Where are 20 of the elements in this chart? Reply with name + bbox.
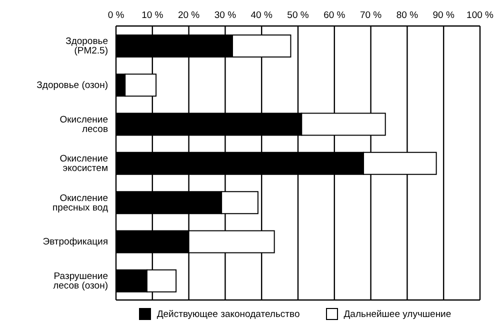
x-tick-label: 0 %: [108, 10, 125, 21]
y-tick-label: Эвтрофикация: [42, 236, 108, 248]
x-tick-label: 50 %: [287, 10, 310, 21]
x-tick-label: 90 %: [432, 10, 455, 21]
y-tick-label: Разрушение лесов (озон): [53, 271, 108, 292]
y-tick-label: Окисление пресных вод: [52, 192, 108, 214]
y-tick-label: Окисление экосистем: [60, 154, 108, 174]
y-tick-label: Здоровье (PM2.5): [66, 36, 108, 57]
legend-label: Дальнейшее улучшение: [344, 308, 452, 320]
x-tick-label: 30 %: [214, 10, 237, 21]
y-tick-label: Окисление лесов: [60, 114, 108, 135]
x-tick-label: 20 %: [178, 10, 200, 21]
x-tick-label: 60 %: [324, 10, 346, 21]
x-tick-label: 80 %: [396, 10, 419, 21]
x-tick-label: 40 %: [250, 10, 273, 21]
x-tick-label: 100 %: [466, 10, 494, 21]
y-tick-label: Здоровье (озон): [36, 80, 108, 92]
x-tick-label: 70 %: [360, 10, 382, 21]
legend-label: Действующее законодательство: [156, 308, 300, 320]
x-tick-label: 10 %: [142, 10, 164, 21]
